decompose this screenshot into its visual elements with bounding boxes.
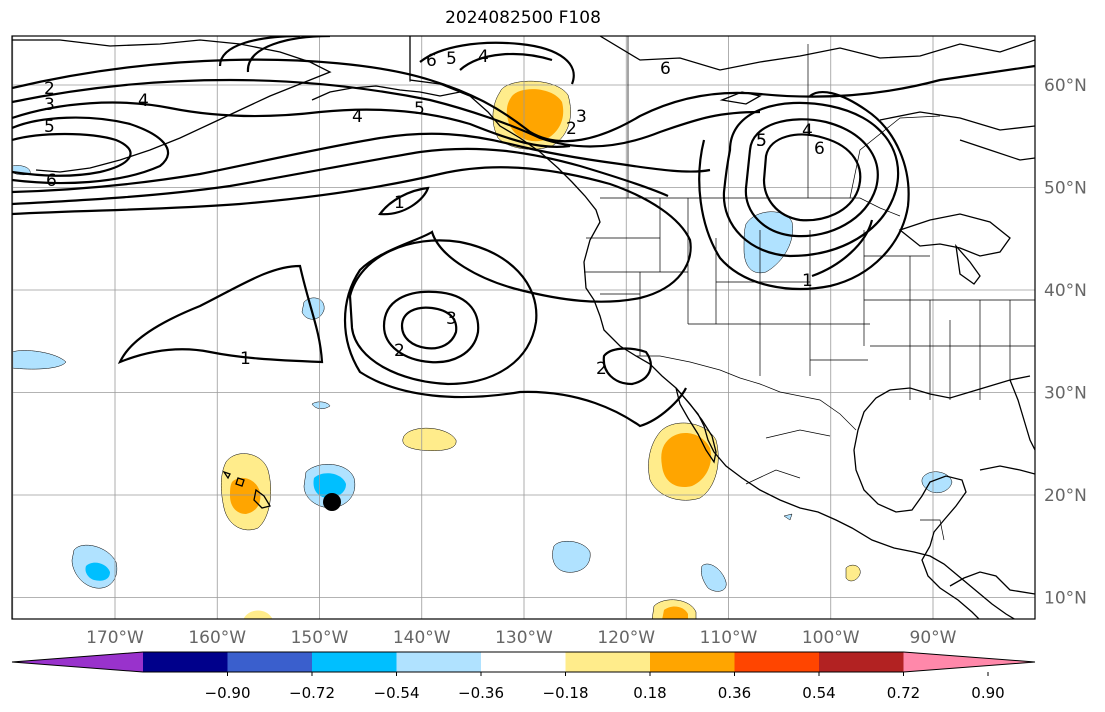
longitude-tick-label: 120°W bbox=[597, 628, 655, 648]
contour-label: 2 bbox=[596, 359, 607, 379]
contour-lines bbox=[12, 36, 1035, 428]
latitude-tick-label: 10°N bbox=[1044, 589, 1087, 609]
colorbar-segment bbox=[227, 652, 313, 672]
contour-label: 2 bbox=[394, 341, 405, 361]
contour-label: 1 bbox=[394, 193, 405, 213]
latitude-tick-labels: 60°N 50°N 40°N 30°N 20°N 10°N bbox=[1044, 76, 1087, 609]
map-title: 2024082500 F108 bbox=[445, 8, 601, 28]
contour-label: 6 bbox=[426, 51, 437, 71]
longitude-tick-label: 100°W bbox=[802, 628, 860, 648]
colorbar-tick-label: −0.18 bbox=[543, 684, 589, 702]
longitude-tick-label: 150°W bbox=[291, 628, 349, 648]
colorbar-segment bbox=[312, 652, 397, 672]
colorbar-tick-label: −0.72 bbox=[289, 684, 335, 702]
contour-label: 3 bbox=[446, 309, 457, 329]
contour-label: 5 bbox=[756, 131, 767, 151]
coastlines bbox=[12, 36, 1035, 619]
contour-label: 5 bbox=[446, 49, 457, 69]
colorbar-segment bbox=[481, 652, 566, 672]
latitude-tick-label: 20°N bbox=[1044, 486, 1087, 506]
colorbar-tick-label: 0.90 bbox=[971, 684, 1004, 702]
contour-label: 4 bbox=[802, 121, 813, 141]
colorbar-tick-label: −0.36 bbox=[458, 684, 504, 702]
colorbar-segment bbox=[734, 652, 820, 672]
latitude-tick-label: 50°N bbox=[1044, 179, 1087, 199]
contour-label: 5 bbox=[756, 131, 767, 151]
shaded-anomalies bbox=[12, 80, 953, 619]
map-plot-area: 2 3 4 5 6 4 5 6 5 4 6 5 3 2 4 5 6 1 1 1 … bbox=[12, 36, 1035, 619]
colorbar-extend-min bbox=[12, 652, 144, 672]
longitude-tick-label: 160°W bbox=[188, 628, 246, 648]
colorbar-tick-label: −0.90 bbox=[205, 684, 251, 702]
latitude-tick-label: 40°N bbox=[1044, 281, 1087, 301]
contour-label: 3 bbox=[576, 107, 587, 127]
colorbar-tick-label: 0.72 bbox=[887, 684, 920, 702]
contour-label: 5 bbox=[414, 99, 425, 119]
colorbar-segment bbox=[396, 652, 482, 672]
contour-label: 4 bbox=[138, 91, 149, 111]
longitude-tick-label: 170°W bbox=[86, 628, 144, 648]
longitude-tick-label: 110°W bbox=[700, 628, 758, 648]
contour-label: 1 bbox=[240, 349, 251, 369]
colorbar-segment bbox=[650, 652, 735, 672]
location-marker bbox=[323, 493, 341, 511]
colorbar-tick-label: 0.54 bbox=[802, 684, 835, 702]
political-borders bbox=[409, 36, 1035, 541]
longitude-tick-label: 90°W bbox=[910, 628, 957, 648]
contour-label: 6 bbox=[46, 171, 57, 191]
contour-label: 6 bbox=[660, 59, 671, 79]
colorbar-segment bbox=[565, 652, 651, 672]
colorbar-segment bbox=[143, 652, 228, 672]
plot-frame bbox=[11, 35, 1036, 620]
latitude-tick-label: 30°N bbox=[1044, 384, 1087, 404]
colorbar-extend-max bbox=[903, 652, 1035, 672]
longitude-tick-labels: 170°W 160°W 150°W 140°W 130°W 120°W 110°W 100°W… bbox=[86, 628, 957, 648]
contour-label: 4 bbox=[478, 47, 489, 67]
colorbar-tick-label: 0.18 bbox=[633, 684, 666, 702]
contour-label: 2 bbox=[44, 79, 55, 99]
contour-label: 4 bbox=[352, 107, 363, 127]
longitude-tick-label: 130°W bbox=[495, 628, 553, 648]
longitude-tick-label: 140°W bbox=[393, 628, 451, 648]
colorbar: −0.90 −0.72 −0.54 −0.36 −0.18 0.18 0.36 0.54 0.7… bbox=[11, 651, 1036, 702]
contour-label: 6 bbox=[814, 139, 825, 159]
contour-label: 1 bbox=[802, 271, 813, 291]
contour-label: 5 bbox=[44, 117, 55, 137]
colorbar-tick-label: 0.36 bbox=[718, 684, 751, 702]
colorbar-tick-label: −0.54 bbox=[374, 684, 420, 702]
contour-label: 3 bbox=[44, 95, 55, 115]
contour-label: 2 bbox=[566, 119, 577, 139]
colorbar-segment bbox=[819, 652, 904, 672]
latitude-tick-label: 60°N bbox=[1044, 76, 1087, 96]
contour-labels: 2 3 4 5 6 4 5 6 5 4 6 5 3 2 4 5 6 1 1 1 … bbox=[44, 47, 825, 379]
